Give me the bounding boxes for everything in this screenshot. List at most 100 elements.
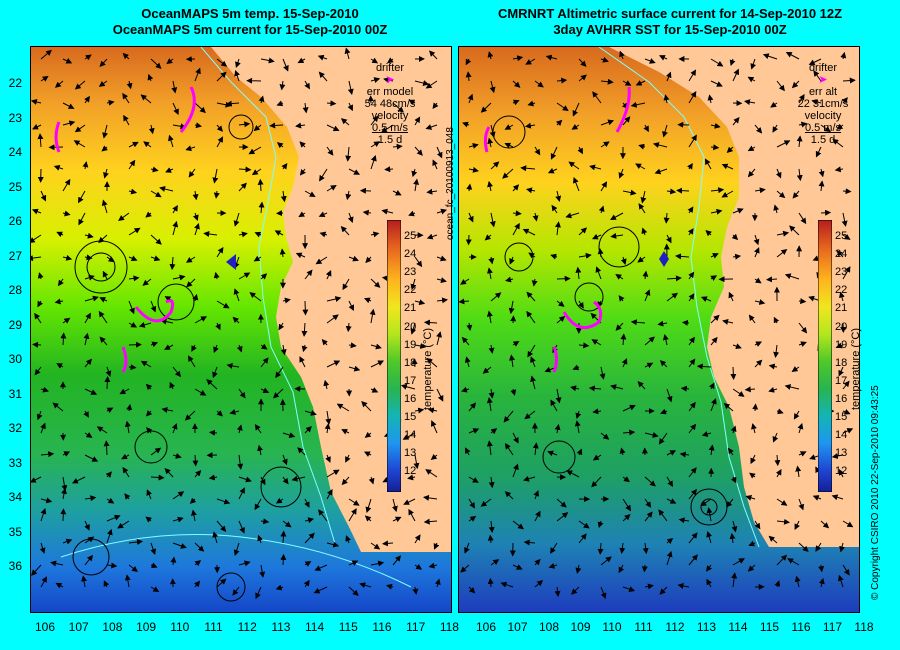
colorbar-tick: 20 [404, 320, 417, 333]
current-arrow [280, 190, 287, 203]
right-longitude-tick: 114 [728, 620, 748, 634]
current-arrow [770, 101, 778, 108]
current-arrow [710, 253, 719, 259]
current-arrow [382, 540, 394, 547]
current-arrow [592, 91, 602, 104]
current-arrow [411, 168, 418, 178]
current-arrow [370, 57, 379, 64]
current-arrow [318, 211, 328, 218]
left-longitude-tick: 109 [136, 620, 157, 634]
current-arrow [622, 189, 637, 196]
current-arrow [509, 256, 515, 265]
current-arrow [578, 58, 587, 67]
current-arrow [776, 80, 785, 92]
current-arrow [381, 208, 394, 215]
current-arrow [213, 271, 220, 280]
current-arrow [630, 101, 646, 108]
current-arrow [84, 432, 93, 438]
current-arrow [82, 161, 89, 170]
current-arrow [414, 256, 423, 268]
current-arrow [348, 300, 354, 311]
current-arrow [754, 341, 762, 347]
current-arrow [259, 564, 266, 578]
current-arrow [754, 359, 763, 368]
current-arrow [486, 267, 493, 280]
current-arrow [150, 58, 162, 69]
current-arrow [578, 520, 590, 529]
right-longitude-tick: 117 [822, 620, 843, 634]
colorbar-tick: 15 [835, 411, 848, 423]
colorbar-tick: 17 [404, 374, 417, 387]
current-arrow [121, 453, 130, 460]
current-arrow [776, 230, 790, 237]
current-arrow [615, 322, 624, 331]
err-label: err model [366, 86, 414, 98]
current-arrow [187, 355, 196, 368]
current-arrow [487, 534, 494, 544]
current-arrow [299, 141, 306, 148]
current-arrow [414, 407, 425, 414]
current-arrow [341, 429, 350, 435]
current-arrow [84, 254, 93, 261]
err-label: err alt [808, 86, 838, 98]
current-arrow [345, 454, 351, 463]
current-arrow [303, 579, 310, 588]
current-arrow [249, 292, 262, 302]
colorbar-tick: 12 [835, 465, 848, 478]
current-arrow [282, 432, 296, 438]
current-arrow [106, 256, 115, 263]
current-arrow [192, 454, 199, 467]
current-arrow [411, 358, 418, 368]
current-arrow [488, 476, 495, 489]
latitude-tick: 23 [8, 110, 22, 125]
current-arrow [589, 164, 602, 171]
current-arrow [644, 431, 659, 438]
current-arrow [345, 190, 352, 201]
current-arrow [84, 520, 90, 531]
current-arrow [426, 233, 438, 240]
current-arrow [124, 420, 131, 434]
current-arrow [31, 208, 42, 215]
drifter-track [562, 300, 603, 330]
current-arrow [150, 562, 158, 569]
current-arrow [165, 167, 174, 173]
current-arrow [326, 296, 342, 302]
current-arrow [838, 366, 844, 377]
current-arrow [326, 124, 340, 132]
current-arrow [610, 212, 624, 220]
right-map-panel[interactable] [458, 46, 860, 613]
current-arrow [666, 550, 673, 566]
current-arrow [524, 122, 536, 129]
current-arrow [600, 432, 610, 440]
current-arrow [392, 498, 398, 513]
current-arrow [304, 561, 312, 567]
current-arrow [462, 121, 470, 128]
current-vectors [459, 50, 856, 600]
current-arrow [798, 542, 809, 552]
colorbar-tick: 18 [835, 356, 848, 369]
current-arrow [578, 533, 587, 544]
current-arrow [258, 95, 265, 104]
current-arrow [820, 124, 831, 133]
current-arrow [524, 410, 536, 420]
current-arrow [754, 247, 760, 258]
current-arrow [105, 471, 112, 478]
current-arrow [766, 276, 778, 283]
current-arrow [60, 332, 67, 346]
current-arrow [710, 58, 724, 67]
current-arrow [318, 71, 328, 82]
current-arrow [433, 542, 440, 550]
current-arrow [32, 124, 42, 130]
current-arrow [554, 586, 561, 597]
current-arrow [748, 314, 756, 324]
current-arrow [745, 494, 756, 501]
current-arrow [591, 339, 602, 346]
current-arrow [842, 234, 851, 240]
current-arrow [233, 542, 240, 556]
current-arrow [248, 146, 262, 155]
current-arrow [644, 362, 654, 369]
current-arrow [468, 586, 476, 594]
current-arrow [348, 508, 357, 522]
current-arrow [212, 168, 219, 184]
current-arrow [504, 442, 514, 456]
